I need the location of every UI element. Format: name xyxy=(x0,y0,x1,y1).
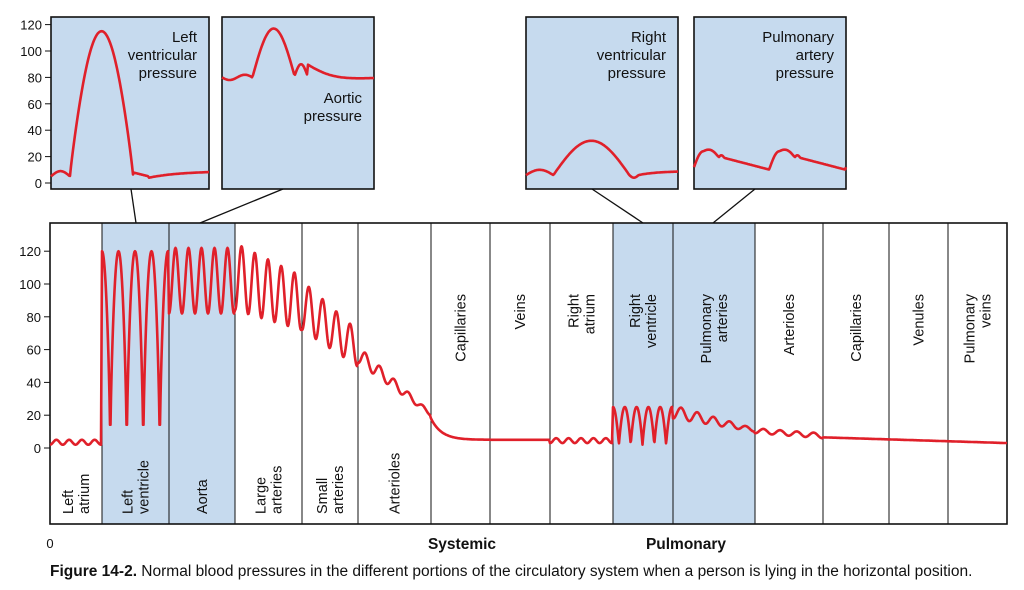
segment-label-line: arteries xyxy=(331,466,347,514)
segment-label: Pulmonary veins xyxy=(963,293,995,363)
inset-y-tick-label: 120 xyxy=(20,18,42,33)
connector-line xyxy=(199,188,284,224)
inset-y-tick-label: 40 xyxy=(28,123,42,138)
shaded-region xyxy=(673,223,755,524)
inset-y-tick-label: 100 xyxy=(20,44,42,59)
segment-label-line: arteries xyxy=(715,294,731,342)
inset-pressure-curve xyxy=(50,29,210,179)
segment-label: Pulmonary arteries xyxy=(699,293,731,363)
inset-label-line: Right xyxy=(631,29,667,46)
inset-y-tick-label: 0 xyxy=(35,176,42,191)
caption-label: Figure 14-2. xyxy=(50,563,137,580)
segment-label-line: Arterioles xyxy=(782,294,798,355)
segment-label-line: Large xyxy=(254,477,270,514)
inset-frame xyxy=(221,16,375,190)
segment-label-line: Small xyxy=(315,478,331,514)
y-tick-label: 100 xyxy=(19,277,41,292)
inset-label-line: pressure xyxy=(139,65,197,82)
inset-y-tick-label: 60 xyxy=(28,97,42,112)
x-origin-label: 0 xyxy=(46,536,53,551)
y-tick-label: 120 xyxy=(19,244,41,259)
inset-frame xyxy=(50,16,210,190)
segment-label: Capillaries xyxy=(849,294,865,362)
shaded-region xyxy=(613,223,673,524)
inset-label-line: Left xyxy=(172,29,198,46)
inset-label-line: pressure xyxy=(776,65,834,82)
segment-label-line: ventricle xyxy=(137,460,153,514)
segment-label: Aorta xyxy=(195,478,211,514)
inset-label-line: ventricular xyxy=(597,47,666,64)
segment-label-line: Aorta xyxy=(195,478,211,514)
segment-label: Right atrium xyxy=(567,294,599,334)
inset-label-line: Aortic xyxy=(324,90,363,107)
inset-label-line: pressure xyxy=(608,65,666,82)
segment-label: Arterioles xyxy=(782,294,798,355)
systemic-label: Systemic xyxy=(428,536,496,553)
segment-label: Right ventricle xyxy=(628,294,660,348)
y-tick-label: 40 xyxy=(27,375,41,390)
connector-line xyxy=(591,188,644,224)
connector-line xyxy=(712,188,756,224)
segment-label: Venules xyxy=(912,294,928,346)
main-frame xyxy=(49,222,1008,525)
inset-pressure-curve xyxy=(525,139,679,179)
segment-label: Large arteries xyxy=(254,466,286,514)
figure-caption: Figure 14-2. Normal blood pressures in t… xyxy=(50,563,972,581)
segment-label: Small arteries xyxy=(315,466,347,514)
y-tick-label: 80 xyxy=(27,310,41,325)
segment-label-line: atrium xyxy=(77,474,93,514)
connector-line xyxy=(130,188,137,224)
segment-label-line: ventricle xyxy=(644,294,660,348)
segment-label: Left atrium xyxy=(61,474,93,514)
segment-label-line: Pulmonary xyxy=(963,293,979,363)
segment-label-line: arteries xyxy=(270,466,286,514)
segment-label-line: Capillaries xyxy=(849,294,865,362)
inset-label-line: pressure xyxy=(304,108,362,125)
inset-label-line: ventricular xyxy=(128,47,197,64)
inset-panels: Leftventricularpressure120100806040200Ao… xyxy=(20,16,848,191)
segment-label: Arterioles xyxy=(388,453,404,514)
inset-pressure-curve xyxy=(221,27,375,82)
main-pressure-curve xyxy=(49,245,1008,446)
y-tick-label: 0 xyxy=(34,441,41,456)
inset-label-line: Pulmonary xyxy=(762,29,834,46)
inset-frame xyxy=(693,16,847,190)
segment-label-line: Right xyxy=(567,294,583,328)
inset-label-line: artery xyxy=(796,47,835,64)
segment-label-line: atrium xyxy=(583,294,599,334)
segment-label: Left ventricle xyxy=(121,460,153,514)
pulmonary-label: Pulmonary xyxy=(646,536,726,553)
y-tick-label: 60 xyxy=(27,343,41,358)
segment-label-line: Left xyxy=(121,490,137,514)
caption-text: Normal blood pressures in the different … xyxy=(137,563,973,580)
segment-label-line: Venules xyxy=(912,294,928,346)
inset-y-tick-label: 20 xyxy=(28,150,42,165)
inset-y-tick-label: 80 xyxy=(28,70,42,85)
segment-label-line: veins xyxy=(979,294,995,328)
segment-label-line: Veins xyxy=(513,294,529,329)
y-tick-label: 20 xyxy=(27,408,41,423)
inset-pressure-curve xyxy=(692,148,848,171)
segment-label-line: Pulmonary xyxy=(699,293,715,363)
inset-connectors xyxy=(130,188,756,224)
segment-label-line: Arterioles xyxy=(388,453,404,514)
segment-label: Capillaries xyxy=(454,294,470,362)
inset-frame xyxy=(525,16,679,190)
segment-label-line: Left xyxy=(61,490,77,514)
segment-label: Veins xyxy=(513,294,529,329)
segment-label-line: Capillaries xyxy=(454,294,470,362)
segment-label-line: Right xyxy=(628,294,644,328)
